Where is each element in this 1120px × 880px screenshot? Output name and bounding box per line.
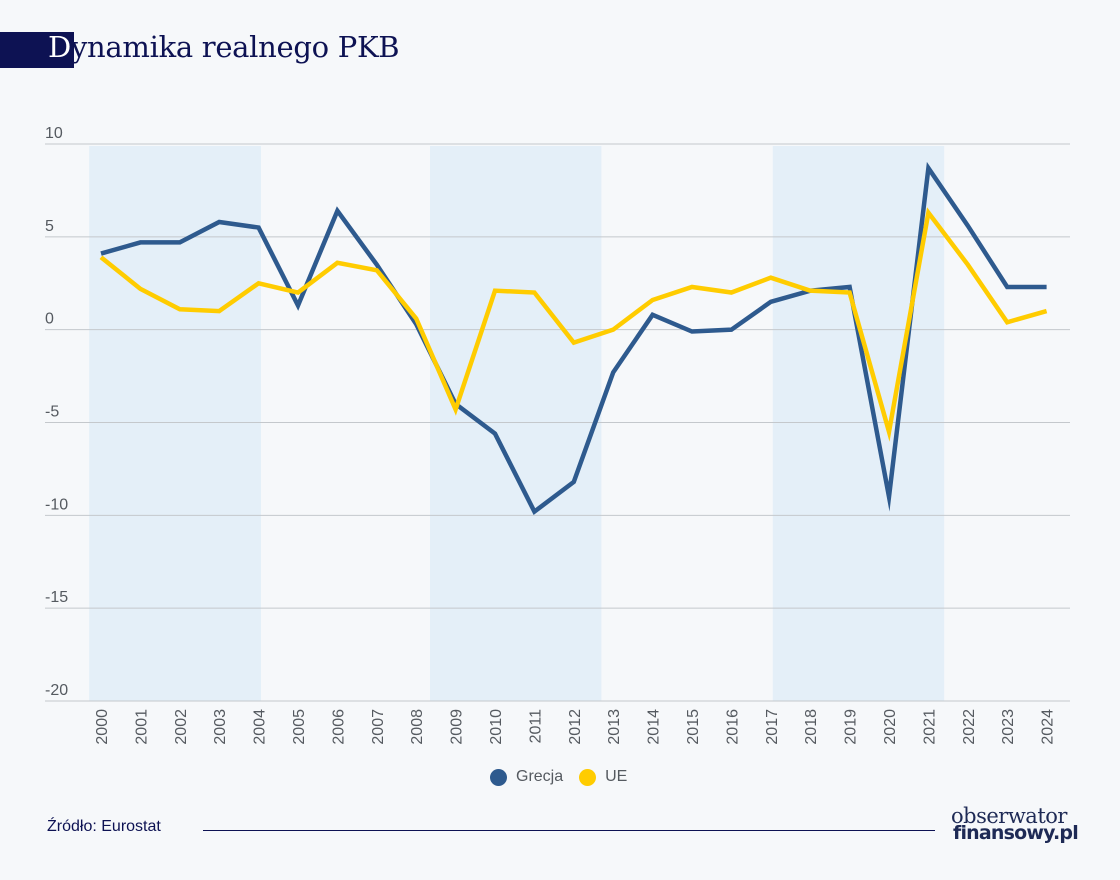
title-first-letter: D (48, 30, 71, 64)
chart-title: Dynamika realnego PKB (48, 30, 400, 64)
y-axis-ticks: 10 5 0 -5 -10 -15 -20 (45, 125, 68, 699)
x-tick-label: 2002 (173, 709, 190, 745)
title-accent-block (0, 32, 74, 68)
shaded-period-0 (89, 146, 261, 701)
legend-dot-ue (579, 768, 597, 786)
x-tick-label: 2009 (449, 709, 466, 745)
x-tick-label: 2018 (803, 709, 820, 745)
x-tick-label: 2017 (764, 709, 781, 745)
x-tick-label: 2016 (724, 709, 741, 745)
shaded-period-2 (772, 146, 945, 701)
y-tick-label: -10 (45, 496, 68, 513)
x-tick-label: 2021 (921, 709, 938, 745)
x-tick-label: 2007 (370, 709, 387, 745)
logo-line-1: obserwator (951, 804, 1067, 828)
series-lines (99, 161, 1048, 516)
y-tick-label: -5 (45, 404, 59, 421)
logo: obserwator finansowy.pl (951, 804, 1079, 844)
x-tick-label: 2024 (1040, 709, 1057, 745)
x-tick-label: 2014 (646, 709, 663, 745)
x-axis-ticks: 2000 2001 2002 2003 2004 2005 2006 2007 2008 2009… (94, 709, 1057, 745)
x-tick-label: 2019 (843, 709, 860, 745)
series-line-ue (99, 207, 1048, 442)
legend-dot-grecja (490, 768, 507, 786)
y-tick-label: 5 (45, 218, 54, 235)
title-rest: ynamika realnego PKB (70, 30, 400, 64)
x-tick-label: 2001 (133, 709, 150, 745)
series-line-grecja (100, 161, 1047, 516)
logo-line-2: finansowy.pl (953, 822, 1079, 844)
gridlines (45, 143, 1070, 702)
x-tick-label: 2000 (94, 709, 111, 745)
x-tick-label: 2005 (291, 709, 308, 745)
y-tick-label: 10 (45, 125, 63, 142)
x-tick-label: 2023 (1000, 709, 1017, 745)
legend-item-grecja[interactable]: Grecja (490, 768, 563, 786)
x-tick-label: 2011 (527, 709, 544, 744)
x-tick-label: 2015 (685, 709, 702, 745)
x-tick-label: 2010 (488, 709, 505, 745)
x-tick-label: 2022 (961, 709, 978, 745)
x-tick-label: 2008 (409, 709, 426, 745)
x-tick-label: 2012 (567, 709, 584, 745)
x-tick-label: 2020 (882, 709, 899, 745)
legend-item-ue[interactable]: UE (579, 768, 627, 786)
x-tick-label: 2006 (330, 709, 347, 745)
shaded-period-1 (429, 146, 602, 701)
legend: Grecja UE (490, 768, 643, 786)
x-tick-label: 2004 (252, 709, 269, 745)
source-note: Źródło: Eurostat (47, 818, 161, 835)
y-tick-label: -20 (45, 682, 68, 699)
x-tick-label: 2003 (212, 709, 229, 745)
shaded-periods (89, 146, 945, 701)
legend-label-ue: UE (605, 768, 628, 785)
x-tick-label: 2013 (606, 709, 623, 745)
y-tick-label: 0 (45, 311, 54, 328)
footer-divider (203, 830, 935, 831)
y-tick-label: -15 (45, 589, 68, 606)
legend-label-grecja: Grecja (516, 768, 564, 785)
